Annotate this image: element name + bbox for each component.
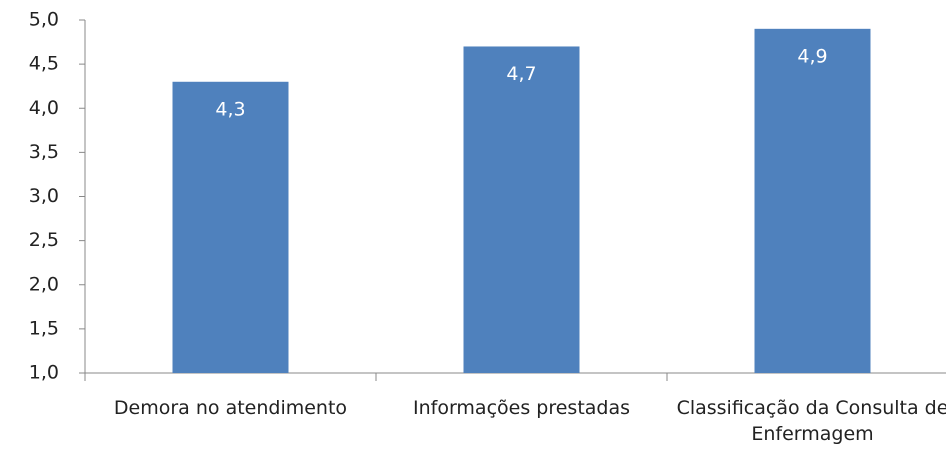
- bar: [463, 46, 580, 373]
- value-label: 4,7: [506, 63, 536, 85]
- value-label: 4,9: [797, 45, 827, 67]
- y-tick-label: 4,0: [29, 97, 59, 119]
- x-tick-label: Demora no atendimento: [113, 397, 348, 419]
- bar: [754, 28, 871, 373]
- bar: [172, 81, 289, 374]
- value-label: 4,3: [215, 98, 245, 120]
- y-tick-label: 2,5: [29, 229, 59, 251]
- x-label-box: Informações prestadas: [412, 397, 631, 419]
- y-tick-label: 3,0: [29, 185, 59, 207]
- x-tick-label: Informações prestadas: [412, 397, 631, 419]
- x-label-box: Classificação da Consulta de Enfermagem: [676, 397, 946, 445]
- y-tick-label: 3,5: [29, 141, 59, 163]
- y-tick-label: 5,0: [29, 9, 59, 31]
- y-tick-label: 2,0: [29, 273, 59, 295]
- x-label-box: Demora no atendimento: [113, 397, 348, 419]
- x-tick-label: Classificação da Consulta de Enfermagem: [676, 397, 946, 445]
- y-tick-label: 1,0: [29, 362, 59, 384]
- y-tick-label: 4,5: [29, 53, 59, 75]
- y-tick-label: 1,5: [29, 317, 59, 339]
